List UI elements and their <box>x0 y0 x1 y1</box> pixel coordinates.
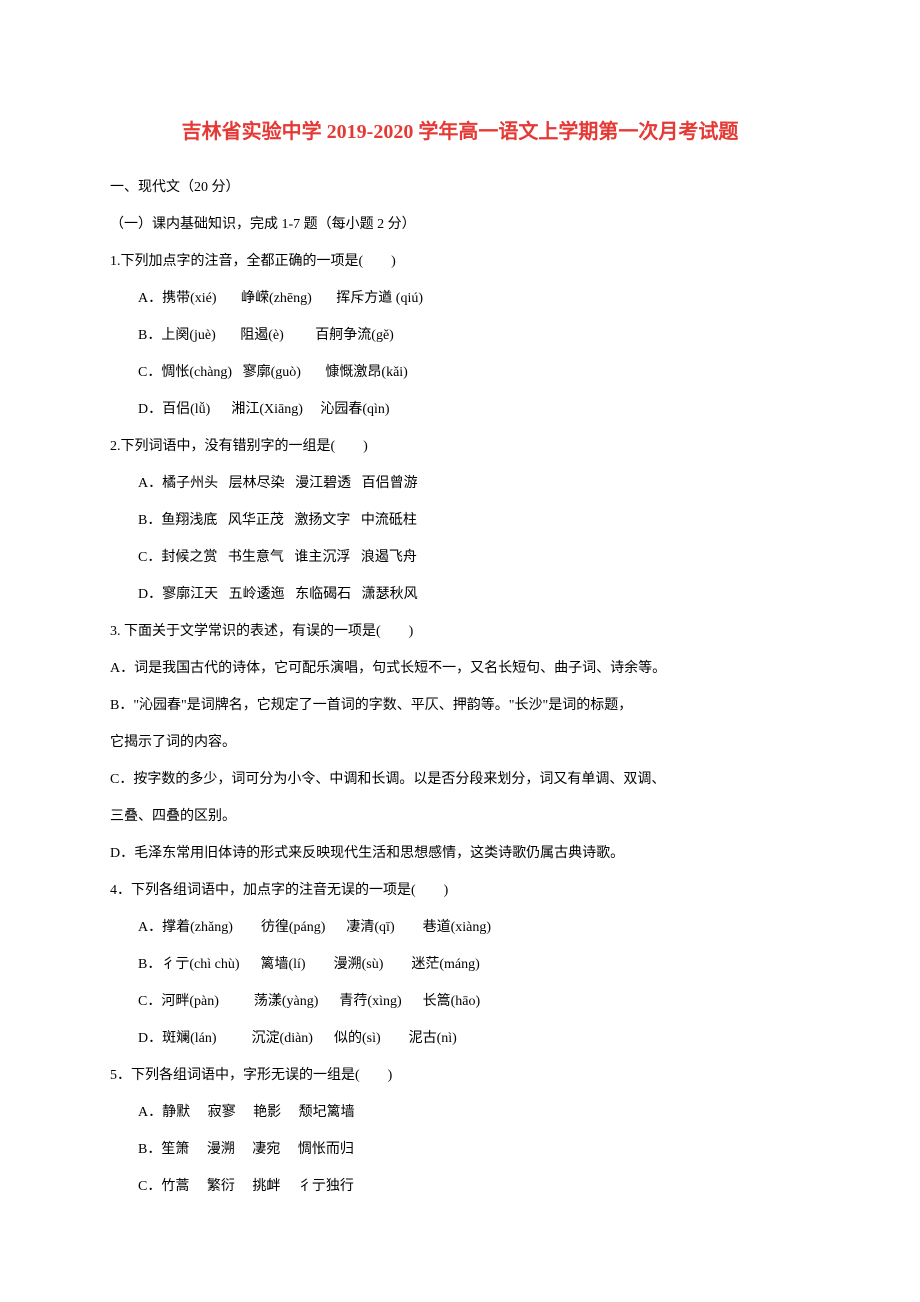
q3-option-d: D．毛泽东常用旧体诗的形式来反映现代生活和思想感情，这类诗歌仍属古典诗歌。 <box>110 836 810 871</box>
q4-option-a: A．撑着(zhǎng) 彷徨(páng) 凄清(qī) 巷道(xiàng) <box>110 910 810 945</box>
question-2: 2.下列词语中，没有错别字的一组是( ) <box>110 429 810 464</box>
q3-option-a: A．词是我国古代的诗体，它可配乐演唱，句式长短不一，又名长短句、曲子词、诗余等。 <box>110 651 810 686</box>
q3-option-c-line2: 三叠、四叠的区别。 <box>110 799 810 834</box>
q5-option-b: B．笙箫 漫溯 凄宛 惆怅而归 <box>110 1132 810 1167</box>
section-1-1-header: （一）课内基础知识，完成 1-7 题（每小题 2 分） <box>110 207 810 242</box>
question-4: 4．下列各组词语中，加点字的注音无误的一项是( ) <box>110 873 810 908</box>
question-3: 3. 下面关于文学常识的表述，有误的一项是( ) <box>110 614 810 649</box>
q2-option-c: C．封候之赏 书生意气 谁主沉浮 浪遏飞舟 <box>110 540 810 575</box>
question-1: 1.下列加点字的注音，全都正确的一项是( ) <box>110 244 810 279</box>
question-5: 5．下列各组词语中，字形无误的一组是( ) <box>110 1058 810 1093</box>
q1-option-a: A．携带(xié) 峥嵘(zhēng) 挥斥方遒 (qiú) <box>110 281 810 316</box>
q4-option-d: D．斑斓(lán) 沉淀(diàn) 似的(sì) 泥古(nì) <box>110 1021 810 1056</box>
page-title: 吉林省实验中学 2019-2020 学年高一语文上学期第一次月考试题 <box>110 115 810 144</box>
q1-option-d: D．百侣(lǚ) 湘江(Xiāng) 沁园春(qìn) <box>110 392 810 427</box>
q2-option-a: A．橘子州头 层林尽染 漫江碧透 百侣曾游 <box>110 466 810 501</box>
q3-option-b-line2: 它揭示了词的内容。 <box>110 725 810 760</box>
section-1-header: 一、现代文（20 分） <box>110 170 810 205</box>
q5-option-a: A．静默 寂寥 艳影 颓圮篱墙 <box>110 1095 810 1130</box>
q4-option-c: C．河畔(pàn) 荡漾(yàng) 青荇(xìng) 长篙(hāo) <box>110 984 810 1019</box>
q2-option-d: D．寥廓江天 五岭逶迤 东临碣石 潇瑟秋风 <box>110 577 810 612</box>
q1-option-c: C．惆怅(chàng) 寥廓(guò) 慷慨激昂(kǎi) <box>110 355 810 390</box>
q4-option-b: B．彳亍(chì chù) 篱墙(lí) 漫溯(sù) 迷茫(máng) <box>110 947 810 982</box>
q3-option-c-line1: C．按字数的多少，词可分为小令、中调和长调。以是否分段来划分，词又有单调、双调、 <box>110 762 810 797</box>
q3-option-b-line1: B．"沁园春"是词牌名，它规定了一首词的字数、平仄、押韵等。"长沙"是词的标题， <box>110 688 810 723</box>
q5-option-c: C．竹蒿 繁衍 挑衅 彳亍独行 <box>110 1169 810 1204</box>
q2-option-b: B．鱼翔浅底 风华正茂 激扬文字 中流砥柱 <box>110 503 810 538</box>
q1-option-b: B．上阕(juè) 阻遏(è) 百舸争流(gě) <box>110 318 810 353</box>
